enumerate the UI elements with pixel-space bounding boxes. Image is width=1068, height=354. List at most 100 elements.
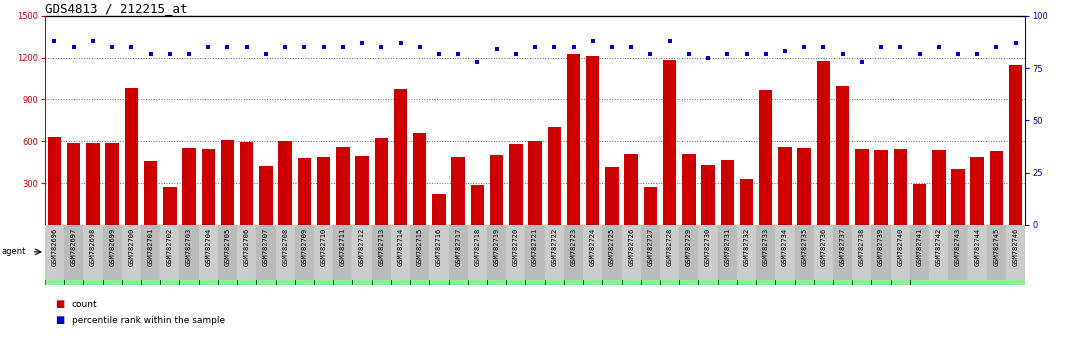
Text: GSM782710: GSM782710 xyxy=(320,228,327,266)
Bar xyxy=(218,225,237,285)
Bar xyxy=(567,53,580,225)
Text: CC
C2
siR
NA: CC C2 siR NA xyxy=(184,228,194,249)
Bar xyxy=(394,89,407,225)
Bar xyxy=(122,225,141,285)
Text: GSM782703: GSM782703 xyxy=(186,228,192,266)
Bar xyxy=(721,160,734,225)
Bar xyxy=(160,225,179,285)
Bar xyxy=(336,147,349,225)
Bar xyxy=(622,225,641,285)
Bar xyxy=(218,225,237,280)
Text: GSM782730: GSM782730 xyxy=(705,228,711,266)
Text: MIT
F
siR
NA: MIT F siR NA xyxy=(587,228,598,249)
Text: GSM782733: GSM782733 xyxy=(763,228,769,266)
Bar xyxy=(602,225,622,285)
Text: GSM782739: GSM782739 xyxy=(878,228,884,266)
Bar xyxy=(509,144,522,225)
Bar xyxy=(602,225,622,280)
Bar xyxy=(106,143,119,225)
Bar xyxy=(410,225,429,285)
Text: SK
P2
siR
NA: SK P2 siR NA xyxy=(780,228,790,249)
Bar xyxy=(929,225,948,280)
Bar xyxy=(240,142,253,225)
Text: SP1
siR
NA: SP1 siR NA xyxy=(799,228,810,244)
Text: TP5
3
siRN: TP5 3 siRN xyxy=(894,228,907,244)
Text: PIK
3CB
siR
NA: PIK 3CB siR NA xyxy=(684,228,694,249)
Bar xyxy=(260,166,272,225)
Bar xyxy=(698,225,718,285)
Bar xyxy=(971,156,984,225)
Text: GSM782713: GSM782713 xyxy=(378,228,384,266)
Bar xyxy=(606,167,618,225)
Bar xyxy=(525,225,545,285)
Bar xyxy=(163,187,176,225)
Bar xyxy=(83,225,103,285)
Text: GSM782722: GSM782722 xyxy=(551,228,557,266)
Text: ABL
1
siRN: ABL 1 siRN xyxy=(48,228,61,244)
Bar xyxy=(702,165,714,225)
Text: HD
AC3
siRNA: HD AC3 siRNA xyxy=(488,228,505,244)
Text: CH
NN
B1
siR: CH NN B1 siR xyxy=(376,228,387,249)
Text: CD
BP
D
siRN: CD BP D siRN xyxy=(317,228,330,249)
Bar xyxy=(564,225,583,285)
Bar xyxy=(506,225,525,280)
Text: CD
KN2
C
siRN: CD KN2 C siRN xyxy=(298,228,311,249)
Text: CE
EK1
NA
siR: CE EK1 NA siR xyxy=(357,228,367,249)
Bar xyxy=(795,225,814,280)
Bar xyxy=(221,140,234,225)
Text: HSF
2
sifNA: HSF 2 sifNA xyxy=(507,228,524,244)
Bar xyxy=(103,225,122,285)
Bar xyxy=(103,225,122,280)
Text: GA
BA
3A
siRNa: GA BA 3A siRNa xyxy=(450,228,467,249)
Text: GSM782731: GSM782731 xyxy=(724,228,731,266)
Bar xyxy=(910,225,929,280)
Text: GSM782727: GSM782727 xyxy=(647,228,654,266)
Text: CD
K7
siR
NA: CD K7 siR NA xyxy=(280,228,290,249)
Bar xyxy=(871,225,891,285)
Bar xyxy=(779,147,791,225)
Text: GSM782726: GSM782726 xyxy=(628,228,634,266)
Bar xyxy=(452,156,465,225)
Text: ■: ■ xyxy=(56,299,65,309)
Text: PIA
S1
siR
NA: PIA S1 siR NA xyxy=(664,228,675,249)
Text: GSM782697: GSM782697 xyxy=(70,228,77,266)
Bar xyxy=(237,225,256,285)
Bar xyxy=(968,225,987,280)
Text: CC
NA2
siR
NA: CC NA2 siR NA xyxy=(88,228,98,249)
Bar xyxy=(698,225,718,280)
Bar xyxy=(183,148,195,225)
Bar xyxy=(871,225,891,280)
Bar xyxy=(875,150,888,225)
Bar xyxy=(279,141,292,225)
Text: MA
PK1M
siR
RNA: MA PK1M siR RNA xyxy=(548,228,561,249)
Bar xyxy=(45,225,64,280)
Text: CC
ND3
siR
NA: CC ND3 siR NA xyxy=(145,228,156,249)
Text: GSM782725: GSM782725 xyxy=(609,228,615,266)
Bar xyxy=(833,225,852,285)
Bar xyxy=(125,88,138,225)
Bar xyxy=(506,225,525,285)
Text: SP1
00
siRN
NA: SP1 00 siRN NA xyxy=(817,228,830,249)
Bar xyxy=(372,225,391,285)
Bar xyxy=(276,225,295,285)
Bar xyxy=(756,225,775,280)
Bar xyxy=(471,185,484,225)
Text: GSM782698: GSM782698 xyxy=(90,228,96,266)
Bar xyxy=(87,143,99,225)
Bar xyxy=(356,156,368,225)
Bar xyxy=(836,86,849,225)
Bar xyxy=(737,225,756,280)
Bar xyxy=(372,225,391,280)
Bar xyxy=(314,225,333,280)
Text: RB1
siR
2
NA: RB1 siR 2 NA xyxy=(703,228,713,249)
Bar xyxy=(586,56,599,225)
Bar xyxy=(891,225,910,280)
Text: GSM782743: GSM782743 xyxy=(955,228,961,266)
Bar xyxy=(179,225,199,280)
Text: GSM782721: GSM782721 xyxy=(532,228,538,266)
Text: NM
siR
RNA: NM siR RNA xyxy=(626,228,637,244)
Bar xyxy=(375,138,388,225)
Text: NONE: NONE xyxy=(956,250,979,260)
Bar xyxy=(795,225,814,285)
Text: GSM782738: GSM782738 xyxy=(859,228,865,266)
